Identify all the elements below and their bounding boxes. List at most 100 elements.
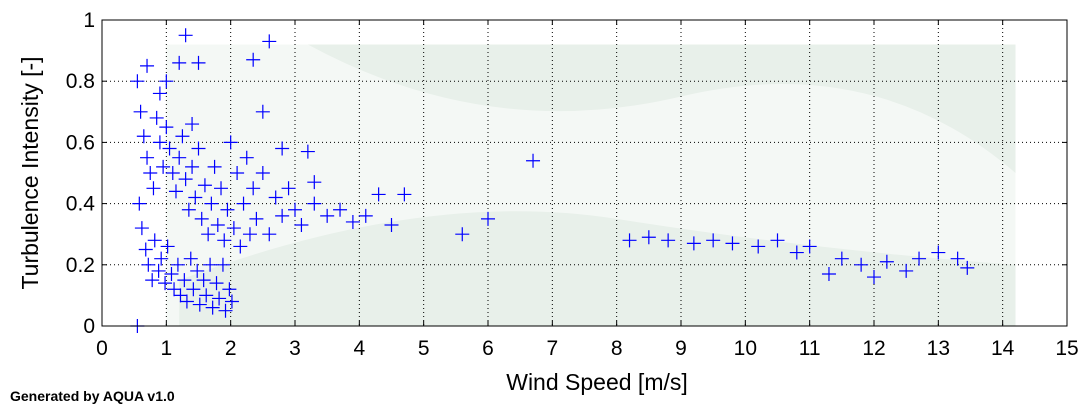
data-point xyxy=(140,150,155,165)
data-point xyxy=(191,141,206,156)
data-point xyxy=(140,58,155,73)
data-point xyxy=(172,55,187,70)
data-point xyxy=(199,288,214,303)
data-point xyxy=(138,242,153,257)
x-tick-label: 14 xyxy=(991,337,1015,360)
data-point xyxy=(268,190,283,205)
data-point xyxy=(178,172,193,187)
data-point xyxy=(178,28,193,43)
data-point xyxy=(130,74,145,89)
data-point xyxy=(834,251,849,266)
data-point xyxy=(802,239,817,254)
data-point xyxy=(212,291,227,306)
data-point xyxy=(789,245,804,260)
plot-frame xyxy=(101,19,1068,327)
data-point xyxy=(960,260,975,275)
y-tick-label: 0.8 xyxy=(66,70,95,93)
x-tick-label: 9 xyxy=(675,337,687,360)
generated-by-footer: Generated by AQUA v1.0 xyxy=(10,388,175,404)
data-point xyxy=(196,273,211,288)
data-point xyxy=(167,282,182,297)
data-point xyxy=(143,166,158,180)
data-point xyxy=(879,254,894,269)
data-point xyxy=(188,190,203,205)
data-point xyxy=(242,227,257,242)
data-point xyxy=(770,233,785,248)
data-point xyxy=(156,159,171,174)
data-point xyxy=(307,175,322,190)
y-tick-label: 0.2 xyxy=(66,254,95,277)
data-point xyxy=(136,129,151,144)
data-point xyxy=(397,187,412,202)
y-axis-label: Turbulence Intensity [-] xyxy=(17,56,43,289)
data-point xyxy=(173,288,188,303)
data-point xyxy=(181,202,196,217)
data-point xyxy=(526,153,541,168)
data-point xyxy=(345,214,360,229)
data-point xyxy=(384,218,399,233)
data-point xyxy=(233,239,248,254)
data-point xyxy=(262,34,277,49)
y-axis-ticks: 0 0.2 0.4 0.6 0.8 1 xyxy=(66,9,1067,338)
data-point xyxy=(320,208,335,223)
data-point xyxy=(179,294,194,309)
data-point xyxy=(185,117,200,132)
data-point xyxy=(294,218,309,233)
background-watermark xyxy=(166,44,1016,326)
data-point xyxy=(152,86,167,101)
data-point xyxy=(262,227,277,242)
data-point xyxy=(236,196,251,211)
data-point xyxy=(230,166,245,180)
data-point xyxy=(455,227,470,242)
data-point xyxy=(275,141,290,156)
x-tick-label: 15 xyxy=(1055,337,1078,360)
data-point xyxy=(255,166,270,180)
data-point xyxy=(209,276,224,291)
x-tick-label: 8 xyxy=(611,337,623,360)
data-point xyxy=(170,257,185,272)
x-tick-label: 1 xyxy=(160,337,172,360)
data-point xyxy=(912,251,927,266)
data-point xyxy=(288,202,302,217)
data-point xyxy=(854,257,869,272)
data-point xyxy=(867,270,881,285)
data-point xyxy=(154,251,169,266)
data-point xyxy=(197,178,212,193)
data-point xyxy=(223,135,238,150)
data-point xyxy=(300,144,315,159)
data-point xyxy=(158,276,173,291)
data-point xyxy=(218,303,233,318)
data-point xyxy=(183,251,198,266)
data-point xyxy=(149,110,164,125)
data-point xyxy=(146,181,161,196)
data-point xyxy=(192,297,207,312)
x-tick-label: 2 xyxy=(225,337,237,360)
data-point xyxy=(168,184,183,199)
y-tick-label: 0.4 xyxy=(66,193,96,216)
y-tick-label: 1 xyxy=(83,9,95,32)
data-point xyxy=(204,196,219,211)
data-point xyxy=(132,196,147,211)
data-point xyxy=(203,257,218,272)
data-point xyxy=(207,159,222,174)
data-point xyxy=(177,273,192,288)
data-point xyxy=(172,150,187,165)
y-tick-label: 0 xyxy=(83,315,95,338)
x-axis-label: Wind Speed [m/s] xyxy=(506,369,688,395)
x-tick-label: 0 xyxy=(96,337,108,360)
x-tick-label: 3 xyxy=(289,337,301,360)
data-point xyxy=(215,257,230,272)
data-point xyxy=(307,196,322,211)
data-point xyxy=(239,150,254,165)
data-point xyxy=(255,104,270,119)
data-point xyxy=(899,263,914,278)
data-point xyxy=(185,159,200,174)
data-point xyxy=(481,211,495,226)
data-point xyxy=(751,239,766,254)
data-point xyxy=(164,266,179,281)
data-point xyxy=(133,104,148,119)
data-point xyxy=(706,233,721,248)
data-point xyxy=(246,181,261,196)
data-point xyxy=(205,300,220,315)
data-point xyxy=(931,245,946,260)
